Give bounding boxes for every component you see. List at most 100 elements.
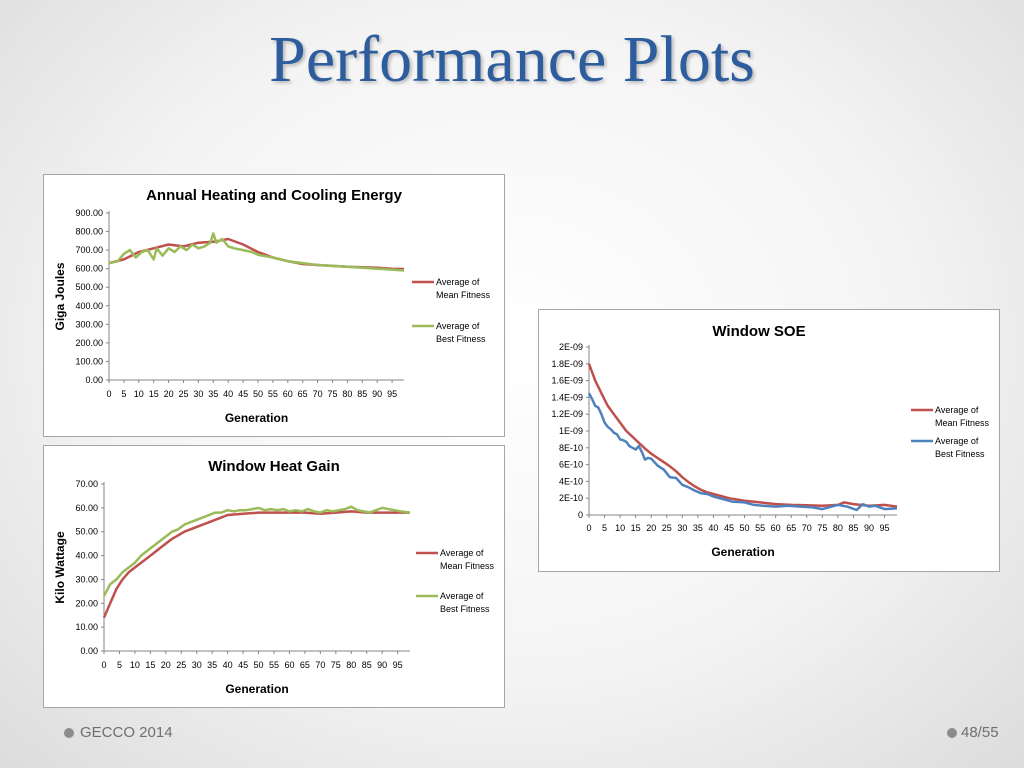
x-tick-label: 95 — [393, 660, 403, 670]
x-tick-label: 35 — [207, 660, 217, 670]
x-tick-label: 0 — [101, 660, 106, 670]
y-tick-label: 8E-10 — [559, 443, 583, 453]
x-tick-label: 10 — [134, 389, 144, 399]
y-tick-label: 1.2E-09 — [551, 409, 583, 419]
x-tick-label: 90 — [377, 660, 387, 670]
legend-label-0: Average of Mean Fitness — [935, 405, 990, 428]
x-tick-label: 60 — [284, 660, 294, 670]
series-line-1 — [587, 392, 898, 512]
x-axis-label: Generation — [225, 411, 288, 425]
y-tick-label: 700.00 — [75, 245, 103, 255]
y-tick-label: 1.6E-09 — [551, 376, 583, 386]
x-tick-label: 20 — [646, 523, 656, 533]
x-tick-label: 80 — [833, 523, 843, 533]
x-tick-label: 45 — [238, 389, 248, 399]
x-axis-label: Generation — [225, 682, 288, 696]
y-tick-label: 200.00 — [75, 338, 103, 348]
chart-title: Window Heat Gain — [208, 458, 340, 475]
chart-window-heat-gain: Window Heat Gain 0.00 10.00 20.00 30.00 40.00… — [53, 458, 495, 696]
slide-title: Performance Plots — [269, 23, 755, 96]
y-tick-label: 1.8E-09 — [551, 359, 583, 369]
footer-bullet-right — [947, 728, 957, 738]
x-axis-label: Generation — [711, 545, 774, 559]
x-tick-label: 95 — [880, 523, 890, 533]
x-tick-label: 80 — [342, 389, 352, 399]
y-tick-label: 500.00 — [75, 282, 103, 292]
x-tick-label: 70 — [313, 389, 323, 399]
chart-panel-window-soe: Window SOE 0 2E-10 4E-10 6E-10 8E-10 1E-09 1.2E… — [538, 309, 1000, 572]
y-tick-label: 900.00 — [75, 208, 103, 218]
x-tick-label: 30 — [192, 660, 202, 670]
chart-title: Annual Heating and Cooling Energy — [146, 187, 403, 204]
x-tick-label: 25 — [176, 660, 186, 670]
y-tick-label: 600.00 — [75, 264, 103, 274]
y-tick-label: 20.00 — [75, 598, 98, 608]
y-tick-label: 2E-09 — [559, 342, 583, 352]
footer-conference: GECCO 2014 — [80, 724, 173, 741]
y-tick-label: 2E-10 — [559, 493, 583, 503]
legend-label-0: Average of Mean Fitness — [440, 548, 495, 571]
x-tick-label: 65 — [298, 389, 308, 399]
x-tick-label: 45 — [238, 660, 248, 670]
y-tick-label: 100.00 — [75, 356, 103, 366]
x-tick-label: 75 — [327, 389, 337, 399]
x-tick-label: 75 — [331, 660, 341, 670]
y-tick-label: 60.00 — [75, 503, 98, 513]
x-tick-label: 15 — [145, 660, 155, 670]
series-line-1 — [108, 232, 405, 272]
y-tick-label: 4E-10 — [559, 476, 583, 486]
x-tick-label: 50 — [253, 389, 263, 399]
x-tick-label: 65 — [300, 660, 310, 670]
footer-bullet-left — [64, 728, 74, 738]
x-tick-label: 90 — [372, 389, 382, 399]
legend-label-1: Average of Best Fitness — [436, 321, 486, 344]
x-tick-label: 85 — [848, 523, 858, 533]
x-tick-label: 10 — [130, 660, 140, 670]
chart-panel-heating-cooling: Annual Heating and Cooling Energy 0.00 100… — [43, 174, 505, 437]
x-tick-label: 85 — [362, 660, 372, 670]
y-tick-label: 1.4E-09 — [551, 392, 583, 402]
y-tick-label: 800.00 — [75, 227, 103, 237]
x-tick-label: 35 — [208, 389, 218, 399]
legend-label-0: Average of Mean Fitness — [436, 277, 491, 300]
x-tick-label: 10 — [615, 523, 625, 533]
x-tick-label: 60 — [771, 523, 781, 533]
x-tick-label: 15 — [149, 389, 159, 399]
x-tick-label: 65 — [786, 523, 796, 533]
x-tick-label: 60 — [283, 389, 293, 399]
legend-label-1: Average of Best Fitness — [935, 436, 985, 459]
y-axis-label: Kilo Wattage — [53, 531, 67, 604]
x-tick-label: 25 — [178, 389, 188, 399]
x-tick-label: 70 — [802, 523, 812, 533]
x-tick-label: 30 — [677, 523, 687, 533]
legend-label-1: Average of Best Fitness — [440, 591, 490, 614]
x-tick-label: 5 — [602, 523, 607, 533]
y-tick-label: 0 — [578, 510, 583, 520]
x-tick-label: 40 — [708, 523, 718, 533]
y-tick-label: 1E-09 — [559, 426, 583, 436]
x-tick-label: 20 — [161, 660, 171, 670]
y-tick-label: 10.00 — [75, 622, 98, 632]
x-tick-label: 25 — [662, 523, 672, 533]
y-tick-label: 0.00 — [85, 375, 103, 385]
x-tick-label: 0 — [586, 523, 591, 533]
y-tick-label: 0.00 — [80, 646, 98, 656]
series-line-1 — [102, 505, 411, 597]
chart-title: Window SOE — [712, 323, 805, 340]
x-tick-label: 15 — [631, 523, 641, 533]
x-tick-label: 30 — [193, 389, 203, 399]
y-tick-label: 30.00 — [75, 574, 98, 584]
x-tick-label: 95 — [387, 389, 397, 399]
x-tick-label: 80 — [346, 660, 356, 670]
series-line-0 — [102, 510, 410, 619]
x-tick-label: 0 — [106, 389, 111, 399]
y-tick-label: 70.00 — [75, 479, 98, 489]
x-tick-label: 5 — [121, 389, 126, 399]
y-tick-label: 400.00 — [75, 301, 103, 311]
x-tick-label: 50 — [254, 660, 264, 670]
x-tick-label: 40 — [223, 389, 233, 399]
y-tick-label: 300.00 — [75, 319, 103, 329]
page-number: 48/55 — [961, 724, 999, 741]
y-tick-label: 50.00 — [75, 527, 98, 537]
y-tick-label: 6E-10 — [559, 460, 583, 470]
